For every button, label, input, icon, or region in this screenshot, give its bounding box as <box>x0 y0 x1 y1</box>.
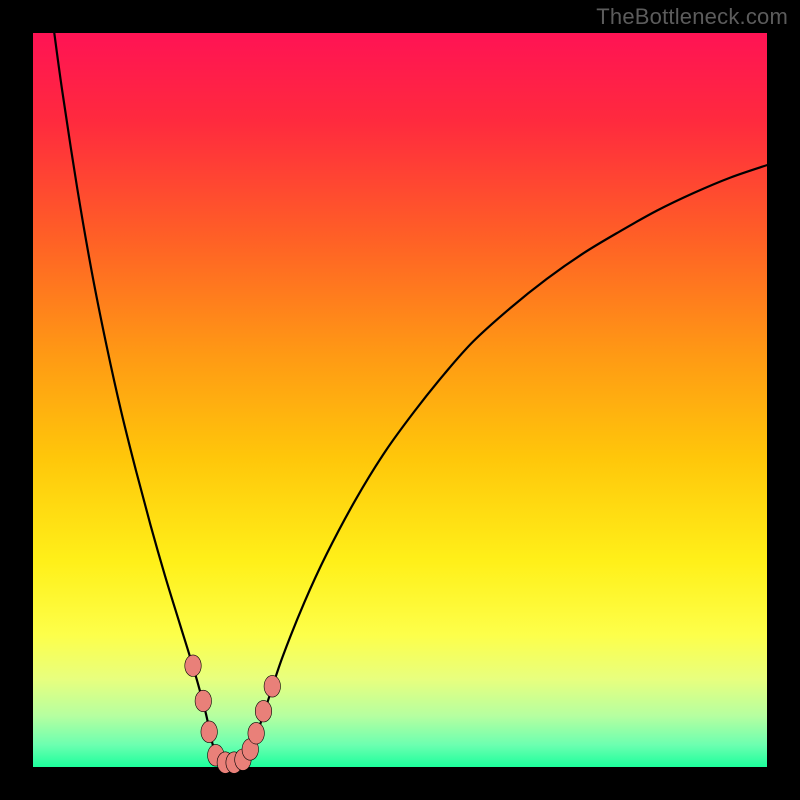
chart-stage: TheBottleneck.com <box>0 0 800 800</box>
marker-dot <box>201 721 217 743</box>
chart-svg <box>0 0 800 800</box>
marker-dot <box>185 655 201 677</box>
marker-dot <box>248 722 264 744</box>
watermark-text: TheBottleneck.com <box>596 4 788 30</box>
marker-dot <box>195 690 211 712</box>
plot-background <box>33 33 767 767</box>
marker-dot <box>264 675 280 697</box>
marker-dot <box>255 700 271 722</box>
